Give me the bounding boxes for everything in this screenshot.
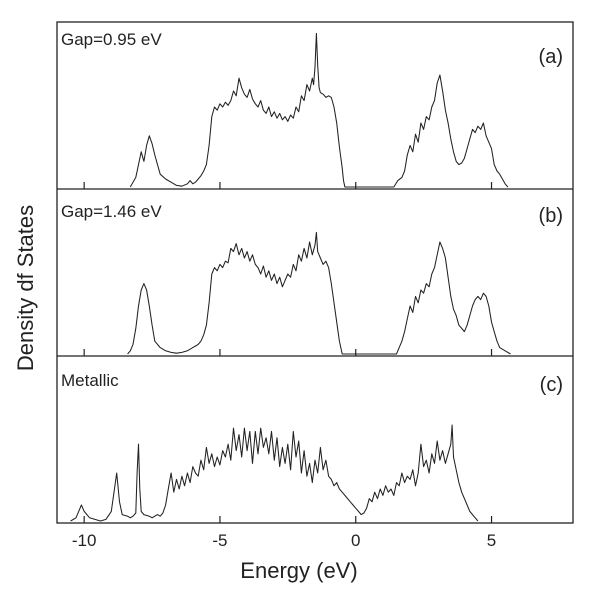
panel-a-tag: (a) (539, 46, 563, 68)
x-ticks: -10 -5 0 5 (72, 182, 496, 550)
plot-frame (56, 21, 574, 524)
x-tick-label: -5 (212, 531, 227, 550)
panel-b-tag: (b) (539, 205, 563, 227)
panel-c-annotation: Metallic (61, 371, 119, 390)
x-tick-label: 0 (351, 531, 360, 550)
panel-c-tag: (c) (540, 374, 563, 396)
panel-a-annotation: Gap=0.95 eV (61, 30, 162, 49)
y-axis-label: Density df States (13, 205, 38, 371)
panel-b-annotation: Gap=1.46 eV (61, 202, 162, 221)
dos-curve-panel-a (129, 32, 509, 188)
x-tick-label: -10 (72, 531, 97, 550)
x-tick-label: 5 (487, 531, 496, 550)
dos-curve-panel-b (127, 231, 511, 355)
dos-curves (70, 32, 511, 522)
x-axis-label: Energy (eV) (240, 558, 357, 583)
dos-curve-panel-c (70, 424, 479, 522)
